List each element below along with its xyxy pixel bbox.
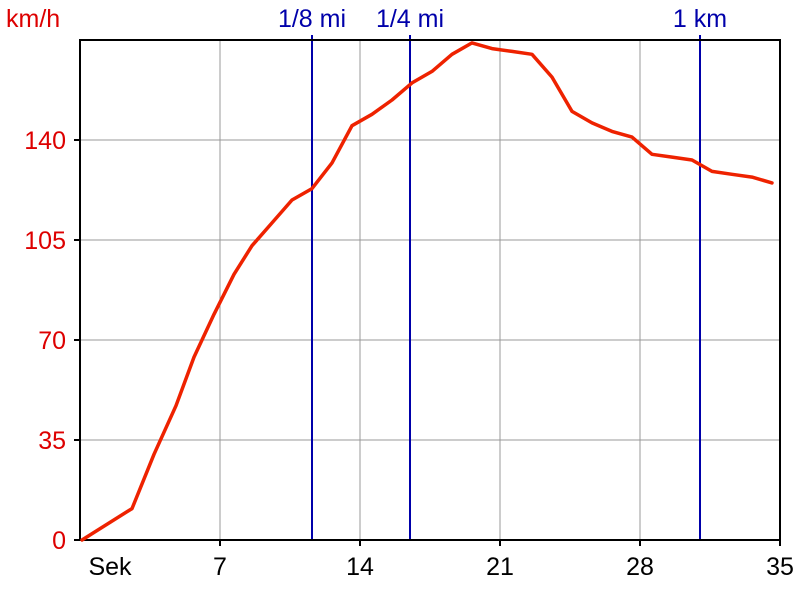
marker-label-1: 1/4 mi xyxy=(376,5,444,33)
distance-markers: 1/8 mi 1/4 mi 1 km xyxy=(278,5,727,540)
series-line-0 xyxy=(80,41,774,542)
y-tick-label-3: 105 xyxy=(24,227,66,255)
y-tick-labels: 0 35 70 105 140 xyxy=(24,127,80,555)
marker-label-2: 1 km xyxy=(673,5,727,33)
y-tick-label-2: 70 xyxy=(38,327,66,355)
plot-frame xyxy=(79,39,781,541)
x-tick-label-1: 14 xyxy=(346,553,374,581)
x-tick-label-3: 28 xyxy=(626,553,654,581)
y-axis-unit: km/h xyxy=(6,5,60,33)
y-tick-label-0: 0 xyxy=(52,527,66,555)
x-tick-label-4: 35 xyxy=(766,553,794,581)
speed-series xyxy=(80,41,774,542)
y-tick-label-4: 140 xyxy=(24,127,66,155)
grid-lines xyxy=(80,40,780,540)
x-tick-label-0: 7 xyxy=(213,553,227,581)
x-axis-name: Sek xyxy=(88,553,132,581)
x-tick-labels: 7 14 21 28 35 xyxy=(213,540,794,581)
y-tick-label-1: 35 xyxy=(38,427,66,455)
x-tick-label-2: 21 xyxy=(486,553,514,581)
marker-label-0: 1/8 mi xyxy=(278,5,346,33)
